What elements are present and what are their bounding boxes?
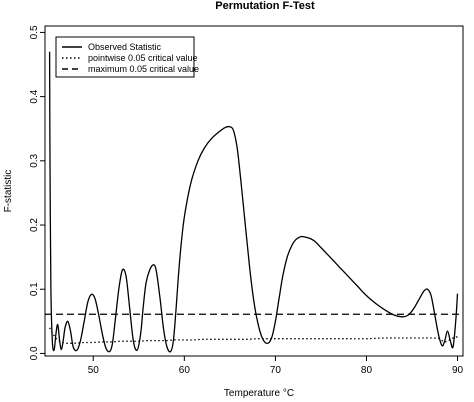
y-tick-label: 0.5	[29, 25, 40, 39]
x-tick-label: 50	[88, 365, 100, 376]
y-axis: 0.0 0.1 0.2 0.3 0.4 0.5	[29, 25, 45, 360]
y-tick-label: 0.2	[29, 218, 40, 232]
x-axis: 50 60 70 80 90	[88, 356, 464, 376]
series-layer	[45, 51, 463, 353]
legend: Observed Statistic pointwise 0.05 critic…	[55, 36, 199, 78]
x-tick-label: 80	[361, 365, 373, 376]
x-tick-label: 60	[179, 365, 191, 376]
chart-title: Permutation F-Test	[215, 0, 315, 12]
plot-frame	[44, 25, 464, 357]
y-tick-label: 0.0	[29, 346, 40, 360]
legend-label-observed: Observed Statistic	[88, 42, 162, 52]
x-axis-label: Temperature °C	[224, 388, 294, 399]
y-tick-label: 0.1	[29, 282, 40, 296]
legend-label-pointwise: pointwise 0.05 critical value	[88, 53, 198, 63]
y-tick-label: 0.4	[29, 89, 40, 103]
x-tick-label: 90	[452, 365, 464, 376]
x-tick-label: 70	[270, 365, 282, 376]
y-tick-label: 0.3	[29, 153, 40, 167]
legend-box	[55, 36, 195, 78]
y-axis-label: F-statistic	[3, 170, 14, 213]
legend-label-maximum: maximum 0.05 critical value	[88, 64, 199, 74]
series-observed-line	[48, 51, 459, 353]
